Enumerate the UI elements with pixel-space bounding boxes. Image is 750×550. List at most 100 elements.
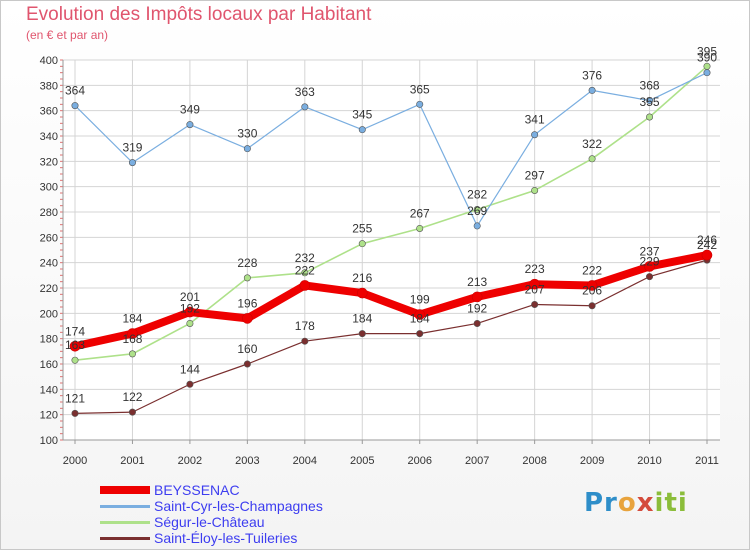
y-tick-label-380: 380 <box>40 80 58 92</box>
data-point-beyssenac <box>586 280 598 291</box>
data-label-beyssenac: 216 <box>352 271 372 285</box>
y-tick-label-320: 320 <box>40 156 58 168</box>
data-point-saint-cyr-les-champagnes <box>646 97 654 105</box>
data-point-s-gur-le-ch-teau <box>531 186 539 194</box>
data-label-s-gur-le-ch-teau: 322 <box>582 137 602 151</box>
data-label-beyssenac: 223 <box>525 262 545 276</box>
data-point-beyssenac <box>184 306 196 318</box>
data-point-s-gur-le-ch-teau <box>71 356 79 364</box>
x-tick-label-2005: 2005 <box>350 455 374 467</box>
chart-title: Evolution des Impôts locaux par Habitant <box>26 4 372 25</box>
data-point-saint-loy-les-tuileries <box>71 409 79 417</box>
data-point-saint-loy-les-tuileries <box>473 319 481 327</box>
proxiti-logo: Proxiti <box>584 488 688 518</box>
data-point-saint-loy-les-tuileries <box>186 380 194 388</box>
data-label-beyssenac: 213 <box>467 275 487 289</box>
data-point-saint-loy-les-tuileries <box>301 337 309 345</box>
y-tick-label-120: 120 <box>40 410 58 422</box>
data-point-beyssenac <box>414 309 426 320</box>
series-line-saint-cyr-les-champagnes <box>74 72 708 227</box>
data-point-saint-cyr-les-champagnes <box>703 69 711 77</box>
data-label-saint-cyr-les-champagnes: 364 <box>65 84 85 98</box>
data-label-beyssenac: 174 <box>65 324 85 338</box>
data-label-saint-loy-les-tuileries: 184 <box>352 312 372 326</box>
logo-part-1: Pr <box>584 488 618 518</box>
data-point-beyssenac <box>356 287 368 299</box>
data-label-saint-loy-les-tuileries: 121 <box>65 391 85 405</box>
data-label-saint-loy-les-tuileries: 242 <box>697 238 717 252</box>
x-tick-label-2007: 2007 <box>465 455 489 467</box>
data-point-saint-loy-les-tuileries <box>416 330 424 338</box>
data-label-s-gur-le-ch-teau: 355 <box>640 95 660 109</box>
data-label-s-gur-le-ch-teau: 282 <box>467 187 487 201</box>
data-label-s-gur-le-ch-teau: 255 <box>352 222 372 236</box>
legend-label-saint-cyr: Saint-Cyr-les-Champagnes <box>154 498 323 514</box>
data-point-beyssenac <box>701 249 713 261</box>
data-label-beyssenac: 237 <box>640 244 660 258</box>
legend-swatch-saint-cyr <box>100 504 150 508</box>
data-label-beyssenac: 246 <box>697 233 717 247</box>
data-label-saint-loy-les-tuileries: 184 <box>410 312 430 326</box>
data-point-saint-loy-les-tuileries <box>128 408 136 416</box>
y-tick-label-220: 220 <box>40 283 58 295</box>
data-point-saint-cyr-les-champagnes <box>531 131 539 139</box>
data-label-saint-cyr-les-champagnes: 363 <box>295 85 315 99</box>
series-line-beyssenac <box>71 251 711 351</box>
series-lines <box>69 62 713 417</box>
data-point-saint-cyr-les-champagnes <box>128 159 136 167</box>
legend-swatch-segur <box>100 520 150 524</box>
data-label-saint-loy-les-tuileries: 178 <box>295 319 315 333</box>
data-point-saint-loy-les-tuileries <box>588 302 596 310</box>
data-point-saint-loy-les-tuileries <box>646 273 654 281</box>
x-tick-label-2011: 2011 <box>695 455 719 467</box>
data-label-s-gur-le-ch-teau: 297 <box>525 168 545 182</box>
data-point-s-gur-le-ch-teau <box>243 274 251 282</box>
logo-part-3: x <box>636 488 655 518</box>
data-label-saint-cyr-les-champagnes: 390 <box>697 51 717 65</box>
data-label-saint-loy-les-tuileries: 229 <box>640 255 660 269</box>
x-tick-label-2004: 2004 <box>293 455 317 467</box>
series-line-s-gur-le-ch-teau <box>74 65 708 362</box>
data-point-saint-cyr-les-champagnes <box>416 100 424 108</box>
data-point-saint-cyr-les-champagnes <box>473 222 481 230</box>
data-point-saint-loy-les-tuileries <box>243 360 251 368</box>
data-point-saint-cyr-les-champagnes <box>358 126 366 134</box>
y-tick-label-100: 100 <box>40 435 58 447</box>
legend-label-beyssenac: BEYSSENAC <box>154 482 240 498</box>
data-label-s-gur-le-ch-teau: 267 <box>410 206 430 220</box>
data-label-s-gur-le-ch-teau: 395 <box>697 44 717 58</box>
data-point-s-gur-le-ch-teau <box>473 205 481 213</box>
data-point-saint-loy-les-tuileries <box>358 330 366 338</box>
data-point-s-gur-le-ch-teau <box>588 155 596 163</box>
data-label-beyssenac: 184 <box>122 312 142 326</box>
data-point-saint-cyr-les-champagnes <box>186 121 194 129</box>
data-point-beyssenac <box>299 280 311 291</box>
data-label-saint-cyr-les-champagnes: 368 <box>640 79 660 93</box>
y-tick-label-140: 140 <box>40 384 58 396</box>
y-tick-label-200: 200 <box>40 308 58 320</box>
y-tick-label-160: 160 <box>40 359 58 371</box>
y-tick-label-400: 400 <box>40 55 58 67</box>
data-point-beyssenac <box>471 291 483 303</box>
data-point-s-gur-le-ch-teau <box>301 269 309 277</box>
data-label-saint-loy-les-tuileries: 122 <box>122 390 142 404</box>
data-label-s-gur-le-ch-teau: 192 <box>180 301 200 315</box>
y-tick-label-360: 360 <box>40 106 58 118</box>
data-point-beyssenac <box>529 278 540 290</box>
logo-part-2: o <box>617 488 637 518</box>
data-label-beyssenac: 199 <box>410 293 430 307</box>
data-point-s-gur-le-ch-teau <box>186 319 194 327</box>
y-tick-label-180: 180 <box>40 334 58 346</box>
series-line-saint-loy-les-tuileries <box>74 259 708 414</box>
y-tick-label-300: 300 <box>40 182 58 194</box>
y-tick-label-240: 240 <box>40 258 58 270</box>
data-point-saint-cyr-les-champagnes <box>588 86 596 94</box>
y-tick-label-340: 340 <box>40 131 58 143</box>
data-point-beyssenac <box>69 340 81 352</box>
data-label-saint-cyr-les-champagnes: 269 <box>467 204 487 218</box>
data-point-saint-cyr-les-champagnes <box>243 145 251 153</box>
data-label-beyssenac: 222 <box>582 263 602 277</box>
axes: 100 120 140 160 180 200 220 240 260 280 300 320 340 3… <box>40 55 720 467</box>
data-label-s-gur-le-ch-teau: 232 <box>295 251 315 265</box>
